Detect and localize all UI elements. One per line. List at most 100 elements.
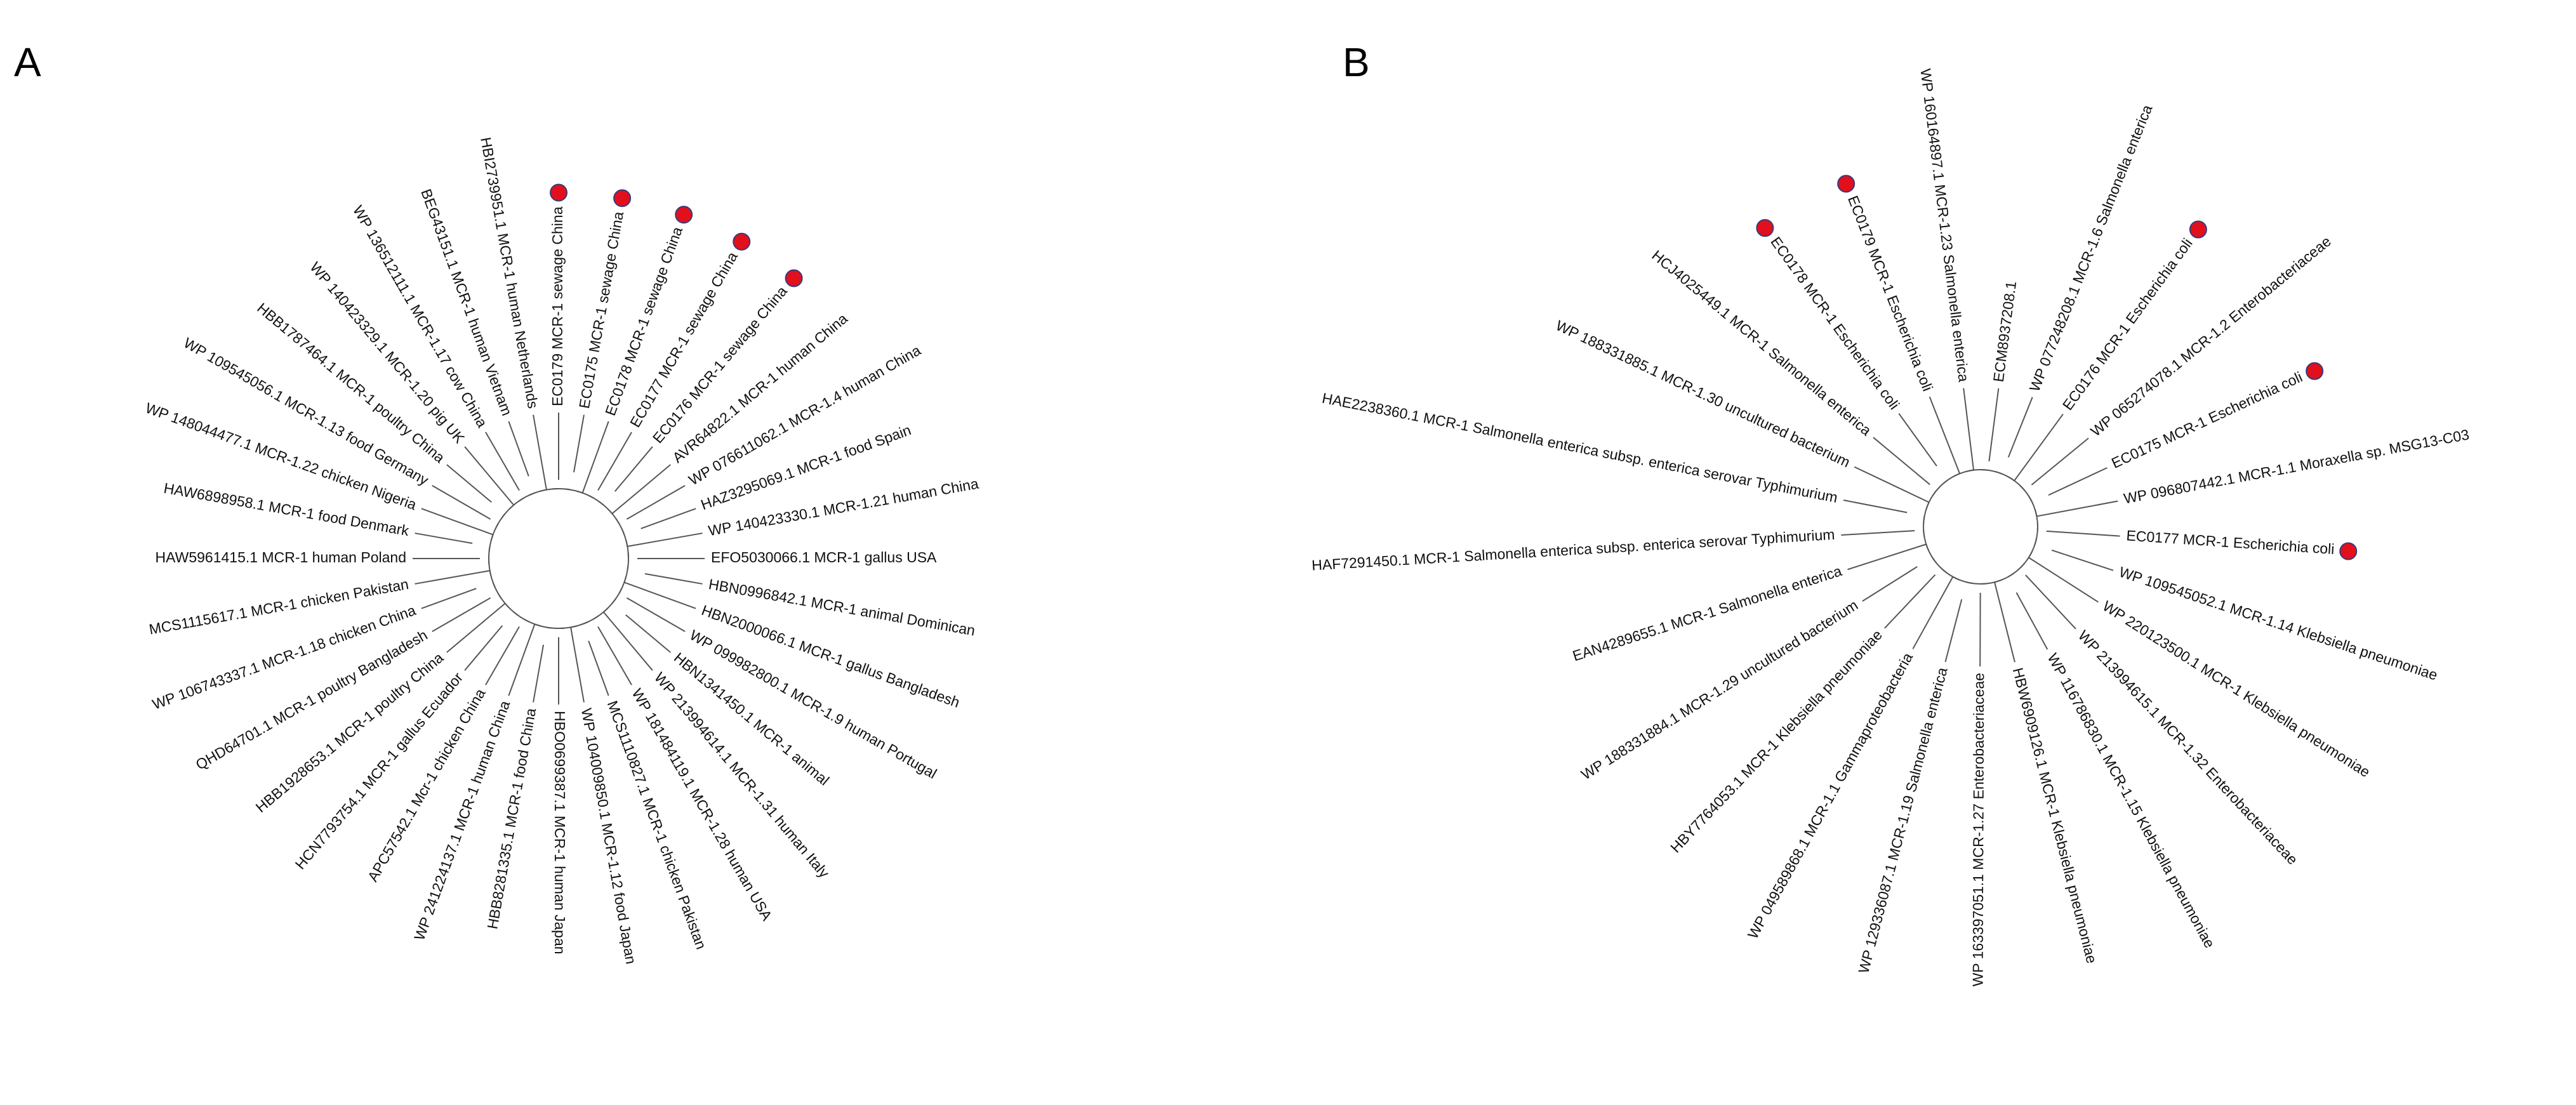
branch xyxy=(515,440,529,477)
highlight-dot xyxy=(2339,542,2358,560)
branch xyxy=(2037,631,2048,650)
branch xyxy=(2064,553,2114,571)
leaf-label: HAE2238360.1 MCR-1 Salmonella enterica s… xyxy=(1321,390,1839,506)
branch xyxy=(1931,557,1937,564)
branch xyxy=(415,533,455,541)
branch xyxy=(446,464,486,498)
branch xyxy=(1966,469,1974,472)
branch xyxy=(581,440,602,493)
branch xyxy=(2063,579,2099,603)
branch xyxy=(2036,506,2088,517)
branch xyxy=(523,618,529,623)
branch xyxy=(570,625,577,628)
branch xyxy=(1953,473,1960,477)
branch xyxy=(464,654,479,671)
branch xyxy=(432,485,451,496)
branch xyxy=(1862,579,1897,602)
highlight-dot xyxy=(550,183,568,202)
branch xyxy=(1912,630,1923,649)
branch xyxy=(2002,612,2015,663)
branch xyxy=(500,458,520,491)
branch xyxy=(1963,388,1970,439)
branch xyxy=(2099,534,2120,537)
branch xyxy=(2028,551,2033,559)
branch xyxy=(611,484,648,515)
leaf-label: EC0175 MCR-1 Escherichia coli xyxy=(2109,368,2305,471)
branch xyxy=(1919,574,1936,592)
branch xyxy=(647,590,696,609)
branch xyxy=(464,446,492,479)
panel-label: A xyxy=(14,39,41,85)
highlight-dot xyxy=(675,206,693,224)
branch xyxy=(513,611,519,616)
branch xyxy=(508,421,517,441)
branch xyxy=(578,414,585,445)
branch xyxy=(627,539,663,547)
branch xyxy=(647,508,696,527)
branch xyxy=(533,414,543,465)
branch xyxy=(2019,562,2025,569)
branch xyxy=(606,640,632,685)
branch xyxy=(623,576,627,583)
branch xyxy=(644,572,683,581)
branch xyxy=(2020,397,2033,426)
branch xyxy=(614,477,627,492)
branch xyxy=(615,518,620,524)
branch xyxy=(2015,592,2038,632)
branch xyxy=(2054,606,2076,630)
branch xyxy=(415,579,435,585)
branch xyxy=(1994,582,2003,613)
branch xyxy=(421,508,451,520)
branch xyxy=(597,475,607,491)
branch xyxy=(1952,599,1963,633)
highlight-dot xyxy=(2189,220,2207,239)
branch xyxy=(2019,484,2026,491)
branch xyxy=(1995,470,2002,475)
leaf-label: WP 160164897.1 MCR-1.23 Salmonella enter… xyxy=(1917,68,1972,383)
branch xyxy=(1898,413,1911,431)
highlight-dot xyxy=(785,269,803,288)
branch xyxy=(1993,388,2000,429)
branch xyxy=(1854,466,1892,485)
branch xyxy=(500,626,520,659)
branch xyxy=(541,465,547,490)
leaf-label: EC0179 MCR-1 sewage China xyxy=(549,206,566,406)
branch xyxy=(603,607,609,613)
branch xyxy=(578,672,585,703)
branch xyxy=(1980,583,1988,585)
branch xyxy=(529,492,535,496)
branch xyxy=(546,626,553,629)
branch xyxy=(2007,425,2022,458)
branch xyxy=(1947,444,1961,474)
tree-core xyxy=(488,488,629,629)
branch xyxy=(2087,500,2118,508)
branch xyxy=(467,597,491,612)
highlight-dot xyxy=(733,232,751,251)
branch xyxy=(490,477,515,506)
leaf-label: ECM8937208.1 xyxy=(1990,280,2019,383)
branch xyxy=(434,570,490,581)
branch xyxy=(1925,544,1930,552)
branch xyxy=(490,534,494,541)
branch xyxy=(522,624,536,658)
branch xyxy=(621,529,625,535)
branch xyxy=(485,658,501,685)
branch xyxy=(449,588,477,599)
leaf-label: HAF7291450.1 MCR-1 Salmonella enterica s… xyxy=(1311,526,1835,574)
leaf-label: EC0177 MCR-1 Escherichia coli xyxy=(2126,527,2335,557)
leaf-label: WP 109545052.1 MCR-1.14 Klebsiella pneum… xyxy=(2117,564,2440,684)
branch xyxy=(626,597,651,612)
branch xyxy=(598,501,604,506)
branch xyxy=(662,533,703,541)
branch xyxy=(2046,530,2100,536)
highlight-dot xyxy=(2306,362,2324,380)
branch xyxy=(625,614,648,633)
branch xyxy=(495,523,499,529)
branch xyxy=(449,495,491,520)
leaf-label: EFO5030066.1 MCR-1 gallus USA xyxy=(711,549,937,566)
branch xyxy=(601,421,609,441)
branch xyxy=(2048,484,2071,496)
branch xyxy=(1929,396,1949,445)
branch xyxy=(641,525,649,529)
